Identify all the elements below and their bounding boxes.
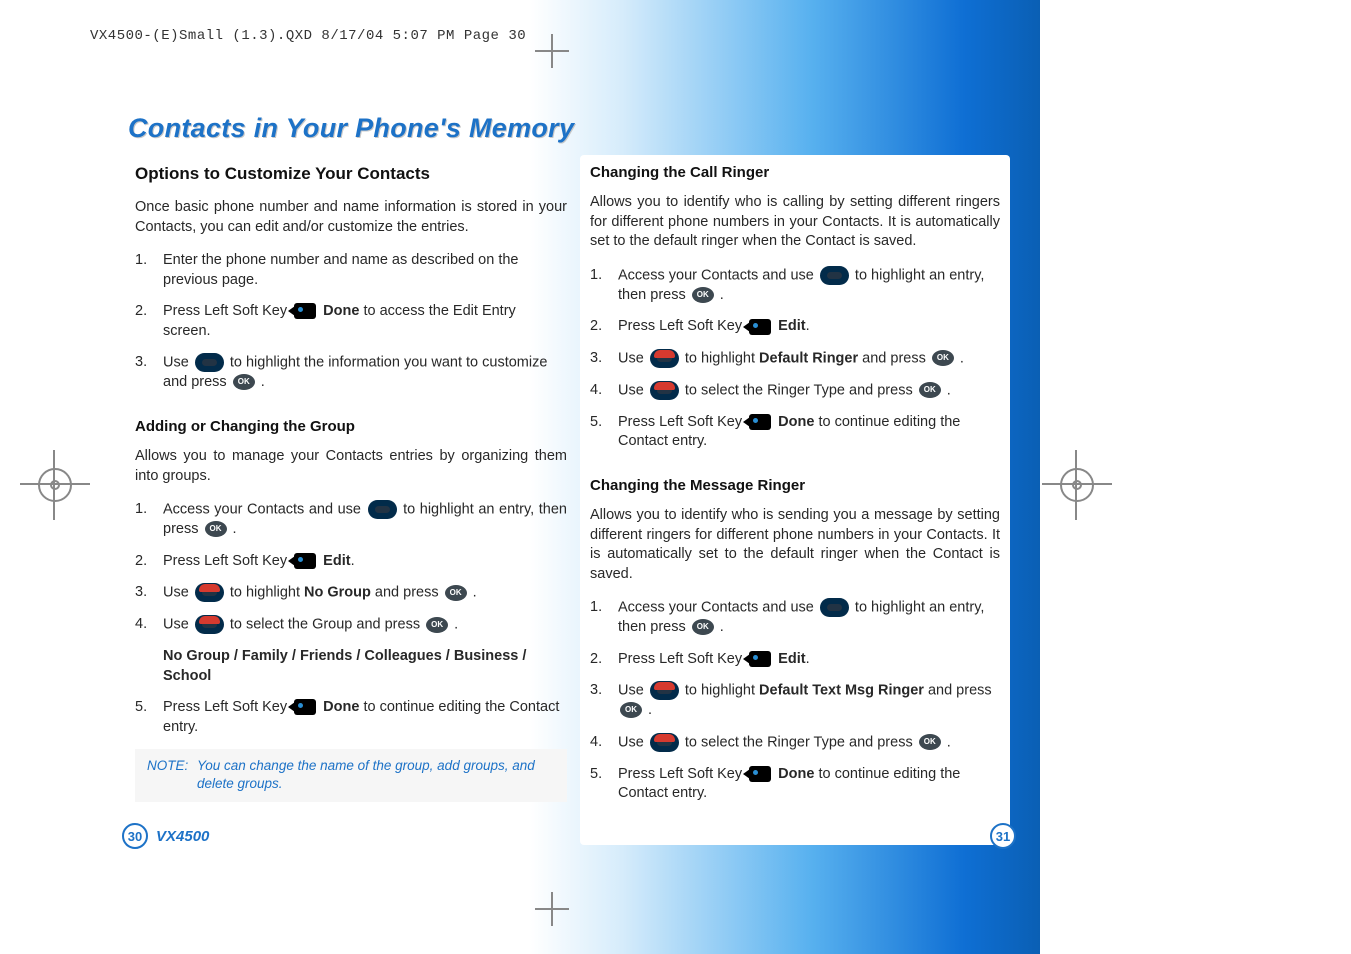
- note-text: You can change the name of the group, ad…: [197, 757, 555, 793]
- ok-key-icon: [205, 521, 227, 537]
- g-step-4: 4. Use to select the Group and press .: [135, 615, 567, 635]
- footer-left: 30 VX4500: [122, 823, 209, 849]
- nav-key-icon: [650, 733, 679, 752]
- g-step-1: 1. Access your Contacts and use to highl…: [135, 500, 567, 539]
- nav-key-icon: [650, 681, 679, 700]
- left-soft-key-icon: [749, 651, 771, 667]
- nav-key-icon: [650, 349, 679, 368]
- cr-step-2: 2. Press Left Soft Key Edit.: [590, 317, 1000, 337]
- nav-key-icon: [820, 598, 849, 617]
- steps-call-ringer: 1. Access your Contacts and use to highl…: [590, 266, 1000, 452]
- mr-step-3: 3. Use to highlight Default Text Msg Rin…: [590, 681, 1000, 720]
- nav-key-icon: [195, 353, 224, 372]
- nav-key-icon: [820, 266, 849, 285]
- g-step-2: 2. Press Left Soft Key Edit.: [135, 552, 567, 572]
- ok-key-icon: [919, 734, 941, 750]
- section-title: Contacts in Your Phone's Memory: [128, 113, 574, 144]
- model-label-left: VX4500: [156, 828, 209, 845]
- ok-key-icon: [426, 617, 448, 633]
- left-soft-key-icon: [749, 319, 771, 335]
- footer-right: VX4500 31: [929, 823, 1016, 849]
- left-soft-key-icon: [294, 699, 316, 715]
- call-ringer-intro: Allows you to identify who is calling by…: [590, 193, 1000, 252]
- crop-mark-bottom: [543, 900, 561, 918]
- g-step-3: 3. Use to highlight No Group and press .: [135, 583, 567, 603]
- mr-step-2: 2. Press Left Soft Key Edit.: [590, 650, 1000, 670]
- page-number-left: 30: [122, 823, 148, 849]
- note-label: NOTE:: [147, 757, 197, 793]
- step-3: 3. Use to highlight the information you …: [135, 353, 567, 392]
- ok-key-icon: [932, 350, 954, 366]
- msg-ringer-intro: Allows you to identify who is sending yo…: [590, 506, 1000, 584]
- step-1: 1.Enter the phone number and name as des…: [135, 251, 567, 290]
- left-column: Options to Customize Your Contacts Once …: [135, 163, 567, 802]
- nav-key-icon: [650, 381, 679, 400]
- subhead-group: Adding or Changing the Group: [135, 417, 567, 437]
- g-step-5: 5. Press Left Soft Key Done to continue …: [135, 698, 567, 737]
- left-soft-key-icon: [294, 553, 316, 569]
- registration-mark-left: [38, 468, 72, 502]
- ok-key-icon: [620, 702, 642, 718]
- subhead-call-ringer: Changing the Call Ringer: [590, 163, 1000, 183]
- mr-step-5: 5. Press Left Soft Key Done to continue …: [590, 765, 1000, 804]
- ok-key-icon: [919, 382, 941, 398]
- note-box: NOTE: You can change the name of the gro…: [135, 749, 567, 801]
- ok-key-icon: [445, 585, 467, 601]
- heading-options: Options to Customize Your Contacts: [135, 163, 567, 186]
- manual-page-spread: VX4500-(E)Small (1.3).QXD 8/17/04 5:07 P…: [0, 0, 1351, 954]
- steps-msg-ringer: 1. Access your Contacts and use to highl…: [590, 598, 1000, 803]
- left-soft-key-icon: [294, 303, 316, 319]
- cr-step-3: 3. Use to highlight Default Ringer and p…: [590, 349, 1000, 369]
- ok-key-icon: [692, 287, 714, 303]
- cr-step-5: 5. Press Left Soft Key Done to continue …: [590, 413, 1000, 452]
- steps-group: 1. Access your Contacts and use to highl…: [135, 500, 567, 737]
- registration-mark-right: [1060, 468, 1094, 502]
- nav-key-icon: [368, 500, 397, 519]
- prepress-header: VX4500-(E)Small (1.3).QXD 8/17/04 5:07 P…: [90, 28, 526, 44]
- cr-step-1: 1. Access your Contacts and use to highl…: [590, 266, 1000, 305]
- left-soft-key-icon: [749, 766, 771, 782]
- group-intro: Allows you to manage your Contacts entri…: [135, 447, 567, 486]
- cr-step-4: 4. Use to select the Ringer Type and pre…: [590, 381, 1000, 401]
- page-number-right: 31: [990, 823, 1016, 849]
- step-2: 2. Press Left Soft Key Done to access th…: [135, 302, 567, 341]
- left-soft-key-icon: [749, 414, 771, 430]
- group-options: No Group / Family / Friends / Colleagues…: [163, 647, 567, 686]
- ok-key-icon: [233, 374, 255, 390]
- ok-key-icon: [692, 619, 714, 635]
- subhead-msg-ringer: Changing the Message Ringer: [590, 476, 1000, 496]
- nav-key-icon: [195, 583, 224, 602]
- mr-step-1: 1. Access your Contacts and use to highl…: [590, 598, 1000, 637]
- right-column: Changing the Call Ringer Allows you to i…: [590, 163, 1000, 816]
- steps-customize: 1.Enter the phone number and name as des…: [135, 251, 567, 393]
- model-label-right: VX4500: [929, 828, 982, 845]
- mr-step-4: 4. Use to select the Ringer Type and pre…: [590, 733, 1000, 753]
- nav-key-icon: [195, 615, 224, 634]
- crop-mark-top: [543, 42, 561, 60]
- intro-text: Once basic phone number and name informa…: [135, 198, 567, 237]
